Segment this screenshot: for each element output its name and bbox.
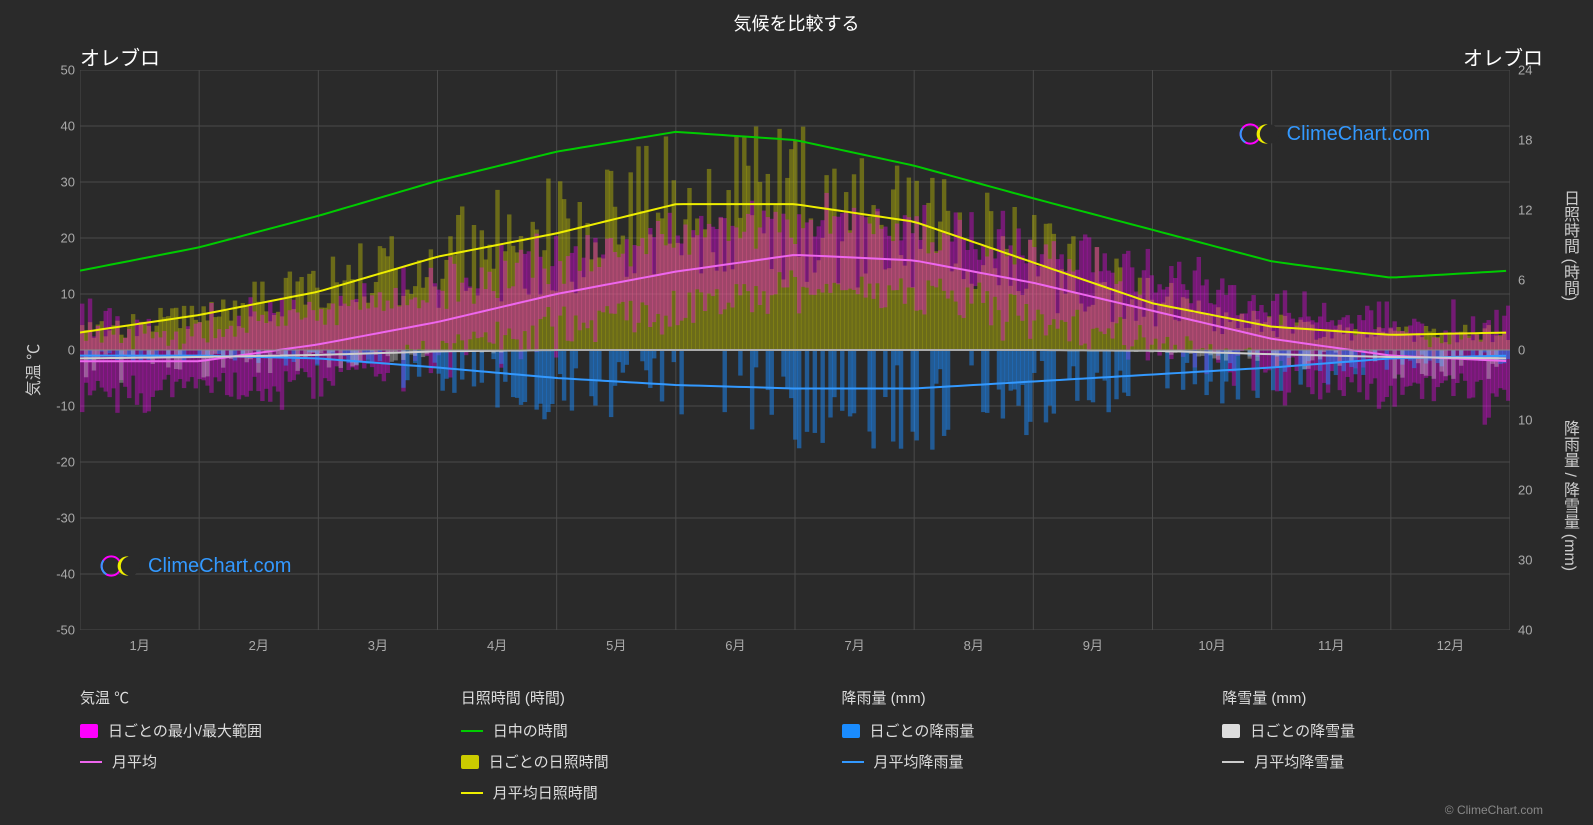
- y-tick-left: 30: [45, 175, 75, 190]
- legend: 気温 ℃ 日ごとの最小/最大範囲月平均 日照時間 (時間) 日中の時間日ごとの日照時間…: [80, 687, 1543, 813]
- legend-swatch: [80, 724, 98, 738]
- legend-group: 日照時間 (時間) 日中の時間日ごとの日照時間月平均日照時間: [461, 687, 782, 813]
- legend-item: 月平均: [80, 751, 401, 772]
- x-tick-month: 5月: [606, 635, 626, 654]
- y-tick-right: 30: [1518, 553, 1548, 568]
- legend-item: 月平均降雨量: [842, 751, 1163, 772]
- y-tick-right: 18: [1518, 133, 1548, 148]
- legend-label: 月平均降雨量: [874, 751, 964, 772]
- legend-item: 日ごとの降雪量: [1222, 720, 1543, 741]
- legend-item: 月平均降雪量: [1222, 751, 1543, 772]
- y-tick-left: 40: [45, 119, 75, 134]
- legend-item: 日ごとの最小/最大範囲: [80, 720, 401, 741]
- y-tick-right: 10: [1518, 413, 1548, 428]
- legend-item: 日ごとの日照時間: [461, 751, 782, 772]
- x-tick-month: 9月: [1083, 635, 1103, 654]
- legend-item: 月平均日照時間: [461, 782, 782, 803]
- legend-label: 日中の時間: [493, 720, 568, 741]
- legend-item: 日中の時間: [461, 720, 782, 741]
- y-tick-left: -40: [45, 567, 75, 582]
- legend-group: 降雨量 (mm) 日ごとの降雨量月平均降雨量: [842, 687, 1163, 813]
- legend-swatch: [461, 755, 479, 769]
- x-tick-month: 4月: [487, 635, 507, 654]
- legend-group: 気温 ℃ 日ごとの最小/最大範囲月平均: [80, 687, 401, 813]
- plot-svg: [80, 70, 1510, 630]
- legend-label: 日ごとの最小/最大範囲: [108, 720, 262, 741]
- y-tick-right: 24: [1518, 63, 1548, 78]
- y-tick-right: 12: [1518, 203, 1548, 218]
- legend-group-title: 気温 ℃: [80, 687, 401, 708]
- legend-swatch: [461, 792, 483, 794]
- y-tick-left: -20: [45, 455, 75, 470]
- legend-label: 月平均: [112, 751, 157, 772]
- legend-swatch: [1222, 724, 1240, 738]
- y-tick-right: 0: [1518, 343, 1548, 358]
- x-tick-month: 8月: [964, 635, 984, 654]
- legend-group-title: 日照時間 (時間): [461, 687, 782, 708]
- y-tick-left: -10: [45, 399, 75, 414]
- y-tick-left: 50: [45, 63, 75, 78]
- y-tick-right: 40: [1518, 623, 1548, 638]
- x-tick-month: 11月: [1318, 635, 1345, 654]
- legend-item: 日ごとの降雨量: [842, 720, 1163, 741]
- legend-swatch: [842, 761, 864, 763]
- legend-label: 日ごとの降雪量: [1250, 720, 1355, 741]
- x-tick-month: 7月: [844, 635, 864, 654]
- y-tick-left: -30: [45, 511, 75, 526]
- x-tick-month: 2月: [249, 635, 269, 654]
- legend-swatch: [80, 761, 102, 763]
- legend-group-title: 降雪量 (mm): [1222, 687, 1543, 708]
- legend-group: 降雪量 (mm) 日ごとの降雪量月平均降雪量: [1222, 687, 1543, 813]
- legend-swatch: [842, 724, 860, 738]
- y-axis-left-label: 気温 ℃: [20, 344, 44, 396]
- brand-watermark-bottom: ClimeChart.com: [100, 552, 291, 580]
- brand-text: ClimeChart.com: [1287, 123, 1430, 146]
- legend-label: 日ごとの日照時間: [489, 751, 609, 772]
- y-axis-right-top-label: 日照時間 (時間): [1557, 190, 1581, 301]
- y-axis-right-bottom-label: 降雨量 / 降雪量 (mm): [1557, 420, 1581, 571]
- legend-swatch: [461, 730, 483, 732]
- y-tick-right: 20: [1518, 483, 1548, 498]
- y-tick-left: 0: [45, 343, 75, 358]
- footer-credit: © ClimeChart.com: [1445, 803, 1543, 817]
- y-tick-right: 6: [1518, 273, 1548, 288]
- legend-label: 月平均降雪量: [1254, 751, 1344, 772]
- brand-text: ClimeChart.com: [148, 555, 291, 578]
- x-tick-month: 12月: [1437, 635, 1464, 654]
- x-tick-month: 3月: [368, 635, 388, 654]
- chart-title: 気候を比較する: [0, 10, 1593, 36]
- legend-group-title: 降雨量 (mm): [842, 687, 1163, 708]
- legend-swatch: [1222, 761, 1244, 763]
- plot-area: ClimeChart.com ClimeChart.com 1月2月3月4月5月…: [80, 70, 1510, 630]
- y-tick-left: 20: [45, 231, 75, 246]
- y-tick-left: 10: [45, 287, 75, 302]
- chart-container: 気温 ℃ 日照時間 (時間) 降雨量 / 降雪量 (mm) ClimeChart…: [0, 40, 1593, 660]
- legend-label: 月平均日照時間: [493, 782, 598, 803]
- y-tick-left: -50: [45, 623, 75, 638]
- x-tick-month: 10月: [1198, 635, 1225, 654]
- legend-label: 日ごとの降雨量: [870, 720, 975, 741]
- x-tick-month: 6月: [725, 635, 745, 654]
- brand-watermark-top: ClimeChart.com: [1239, 120, 1430, 148]
- x-tick-month: 1月: [129, 635, 149, 654]
